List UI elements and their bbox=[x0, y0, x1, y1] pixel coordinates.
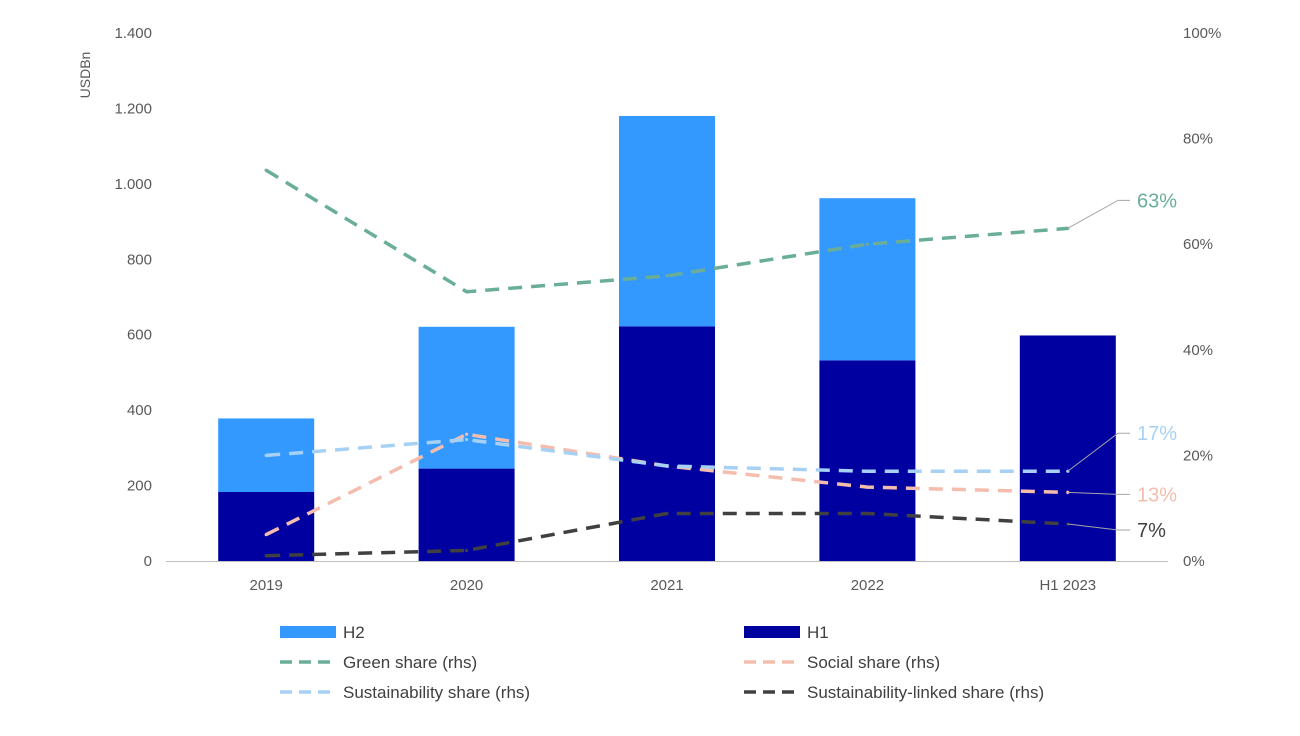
legend-swatch-h2 bbox=[280, 626, 336, 638]
y-left-tick-label: 1.200 bbox=[114, 100, 152, 117]
point-social-share-rhs-2022 bbox=[865, 485, 870, 489]
y-right-tick-label: 60% bbox=[1183, 236, 1213, 253]
x-tick-label-2022: 2022 bbox=[851, 577, 884, 594]
end-label-leader-sustainability-share-rhs bbox=[1067, 432, 1130, 472]
bar-h1-h1-2023 bbox=[1019, 335, 1116, 561]
legend-swatch-h1 bbox=[744, 626, 800, 638]
y-left-tick-label: 200 bbox=[127, 478, 152, 495]
y-right-tick-label: 20% bbox=[1183, 447, 1213, 464]
legend-label-h2: H2 bbox=[343, 623, 365, 642]
point-green-share-rhs-2019 bbox=[264, 168, 268, 172]
lines-layer bbox=[264, 168, 1070, 558]
end-label-sustainability-linked-share-rhs: 7% bbox=[1137, 520, 1166, 542]
point-sustainability-linked-share-rhs-2021 bbox=[665, 511, 669, 516]
bar-h1-2019 bbox=[218, 491, 315, 561]
point-sustainability-share-rhs-2019 bbox=[264, 453, 268, 457]
end-label-leader-social-share-rhs bbox=[1067, 491, 1130, 495]
y-left-axis-title: USDBn bbox=[77, 52, 93, 99]
legend: H2 H1 Green share (rhs) Social share (rhs) S… bbox=[280, 623, 1044, 702]
legend-label-sustainability-share-rhs: Sustainability share (rhs) bbox=[343, 683, 530, 702]
point-sustainability-linked-share-rhs-2019 bbox=[264, 554, 268, 558]
y-left-tick-label: 400 bbox=[127, 402, 152, 419]
point-green-share-rhs-2020 bbox=[465, 290, 469, 294]
y-left-tick-label: 0 bbox=[144, 553, 152, 570]
legend-item-green-share-rhs: Green share (rhs) bbox=[280, 653, 477, 672]
y-left-tick-label: 600 bbox=[127, 327, 152, 344]
y-right-tick-label: 80% bbox=[1183, 131, 1213, 148]
point-sustainability-share-rhs-2020 bbox=[465, 437, 469, 442]
y-right-tick-label: 0% bbox=[1183, 553, 1205, 570]
x-tick-label-h1-2023: H1 2023 bbox=[1039, 577, 1096, 594]
legend-item-sustainability-share-rhs: Sustainability share (rhs) bbox=[280, 683, 530, 702]
bars-layer bbox=[218, 115, 1116, 561]
point-social-share-rhs-2019 bbox=[264, 533, 268, 537]
end-label-green-share-rhs: 63% bbox=[1137, 190, 1177, 212]
point-green-share-rhs-2022 bbox=[865, 242, 870, 246]
legend-label-sustainability-linked-share-rhs: Sustainability-linked share (rhs) bbox=[807, 683, 1044, 702]
bar-h2-2022 bbox=[819, 198, 916, 361]
legend-item-h1: H1 bbox=[744, 623, 829, 642]
bar-h1-2022 bbox=[819, 360, 916, 561]
x-tick-label-2020: 2020 bbox=[450, 577, 483, 594]
legend-label-green-share-rhs: Green share (rhs) bbox=[343, 653, 477, 672]
bar-h2-2020 bbox=[418, 326, 515, 469]
end-label-social-share-rhs: 13% bbox=[1137, 484, 1177, 506]
end-labels-layer: 63% 13% 17% 7% bbox=[1067, 190, 1177, 542]
legend-item-h2: H2 bbox=[280, 623, 365, 642]
legend-item-sustainability-linked-share-rhs: Sustainability-linked share (rhs) bbox=[744, 683, 1044, 702]
y-left-tick-label: 1.400 bbox=[114, 25, 152, 42]
y-right-tick-label: 40% bbox=[1183, 342, 1213, 359]
y-left-tick-label: 800 bbox=[127, 251, 152, 268]
end-label-leader-sustainability-linked-share-rhs bbox=[1067, 523, 1130, 531]
x-tick-label-2019: 2019 bbox=[250, 577, 283, 594]
x-tick-label-2021: 2021 bbox=[650, 577, 683, 594]
end-label-sustainability-share-rhs: 17% bbox=[1137, 423, 1177, 445]
axes-layer: 2019 2020 2021 2022 H1 2023 0 200 400 600 800 1.00… bbox=[77, 25, 1221, 594]
point-green-share-rhs-2021 bbox=[665, 274, 669, 278]
point-sustainability-linked-share-rhs-2020 bbox=[465, 548, 469, 553]
point-sustainability-share-rhs-2021 bbox=[665, 464, 669, 468]
end-label-leader-green-share-rhs bbox=[1067, 199, 1130, 229]
bar-h1-2021 bbox=[619, 326, 715, 561]
point-sustainability-share-rhs-2022 bbox=[865, 469, 870, 473]
legend-label-social-share-rhs: Social share (rhs) bbox=[807, 653, 940, 672]
legend-label-h1: H1 bbox=[807, 623, 829, 642]
bar-h2-2021 bbox=[619, 115, 715, 327]
legend-item-social-share-rhs: Social share (rhs) bbox=[744, 653, 940, 672]
point-sustainability-linked-share-rhs-2022 bbox=[865, 511, 870, 516]
bar-h1-2020 bbox=[418, 468, 515, 561]
y-right-tick-label: 100% bbox=[1183, 25, 1221, 42]
y-left-tick-label: 1.000 bbox=[114, 176, 152, 193]
point-social-share-rhs-2020 bbox=[465, 432, 469, 436]
